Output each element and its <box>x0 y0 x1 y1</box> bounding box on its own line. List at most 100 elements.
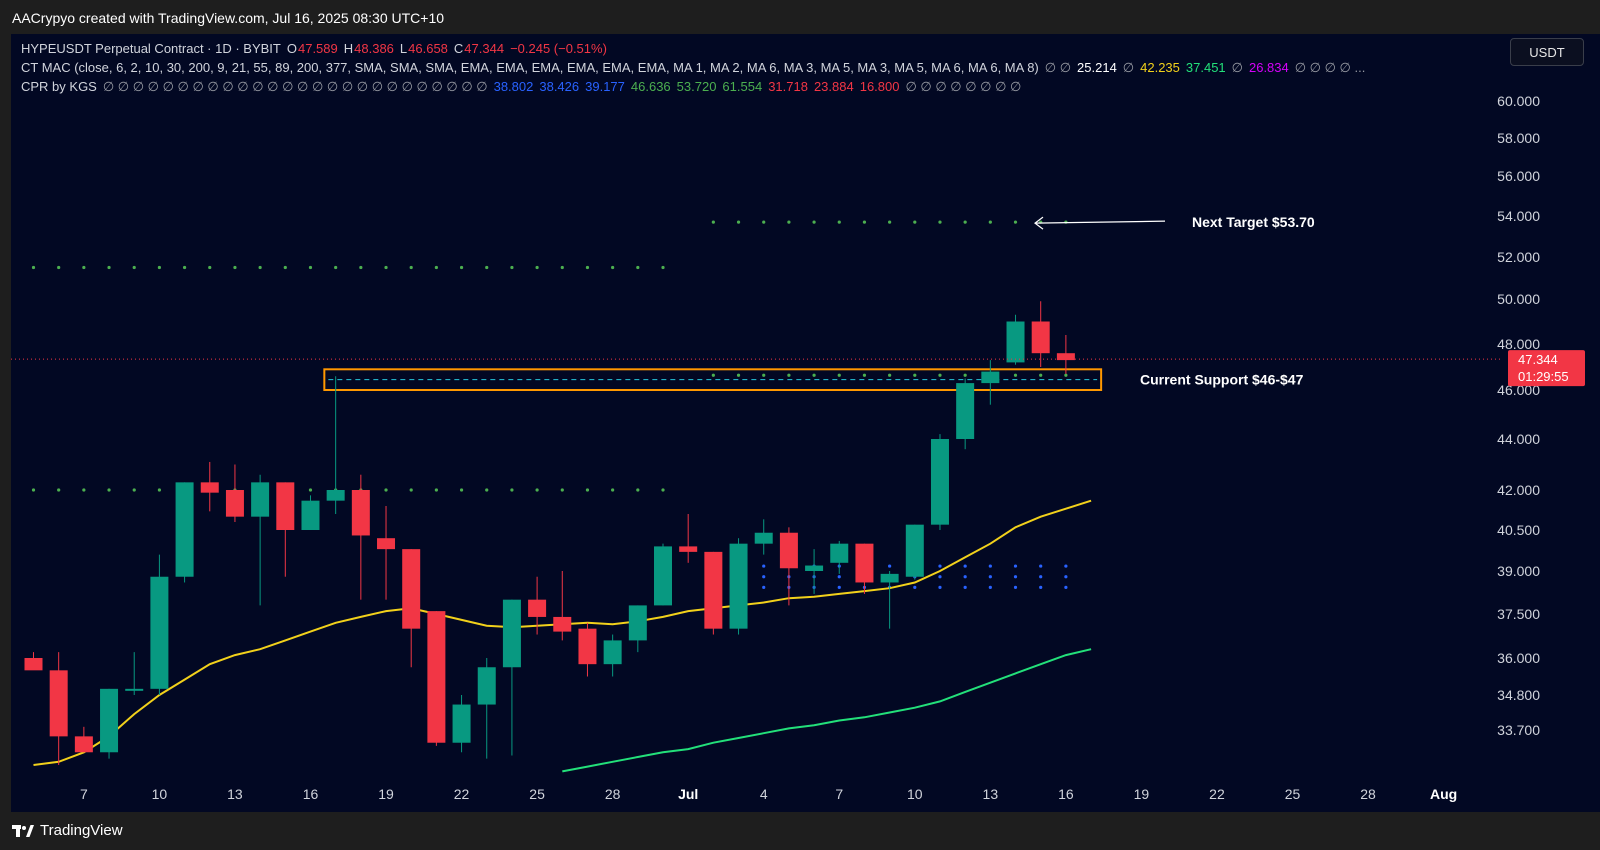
ct-mac-title[interactable]: CT MAC (close, 6, 2, 10, 30, 200, 9, 21,… <box>21 60 1039 75</box>
candle <box>1006 314 1025 365</box>
y-axis[interactable]: 60.000 58.000 56.000 54.000 52.000 50.000 48.0… <box>1497 93 1540 738</box>
x-tick-label: 10 <box>907 786 923 802</box>
candle <box>100 688 119 759</box>
cpr-level-dot <box>938 373 942 377</box>
candle <box>150 554 169 695</box>
candle <box>855 543 874 594</box>
candle-body <box>225 490 244 517</box>
cpr-level-dot <box>82 488 86 492</box>
x-tick-label: 25 <box>1285 786 1301 802</box>
cpr-level-dot <box>711 373 715 377</box>
target-arrow <box>1034 220 1166 224</box>
candle-body <box>301 500 320 530</box>
candle-body <box>276 482 295 530</box>
cpr-level-dot <box>283 265 287 270</box>
candle-body <box>754 532 773 544</box>
candle-body <box>402 549 421 629</box>
candle-body <box>1056 353 1075 361</box>
ma-line-green <box>562 648 1092 773</box>
cpr-level-dot <box>157 488 161 492</box>
x-tick-label: Jul <box>678 786 698 802</box>
candles <box>24 301 1075 765</box>
candle-body <box>1031 321 1050 354</box>
currency-button[interactable]: USDT <box>1510 38 1584 66</box>
candle-body <box>855 543 874 583</box>
cpr-level-dot <box>1013 373 1018 377</box>
cpr-level-dot <box>963 564 967 568</box>
cpr-level-dot <box>107 488 111 492</box>
candle <box>981 360 1000 405</box>
x-tick-label: 19 <box>378 786 394 802</box>
candle <box>930 434 949 530</box>
candle <box>956 378 975 450</box>
legend-line-ct-mac: CT MAC (close, 6, 2, 10, 30, 200, 9, 21,… <box>21 60 1366 75</box>
y-tick-label: 52.000 <box>1497 249 1540 265</box>
y-tick-label: 39.000 <box>1497 563 1540 579</box>
cpr-level-dot <box>988 575 992 579</box>
y-tick-label: 50.000 <box>1497 291 1540 307</box>
cpr-level-dot <box>913 220 917 224</box>
candle <box>754 519 773 555</box>
cpr-level-dot <box>1039 575 1043 579</box>
candle <box>779 527 798 606</box>
cpr-level-dot <box>938 220 942 224</box>
x-tick-label: 22 <box>454 786 470 802</box>
cpr-level-dot <box>107 265 111 270</box>
credit-bar: AACrypyo created with TradingView.com, J… <box>0 0 1600 34</box>
cpr-level-dot <box>182 265 187 270</box>
candle-body <box>200 482 219 493</box>
legend-line-cpr: CPR by KGS ∅ ∅ ∅ ∅ ∅ ∅ ∅ ∅ ∅ ∅ ∅ ∅ ∅ ∅ ∅ … <box>21 79 1022 94</box>
candle <box>301 495 320 530</box>
cpr-level-dot <box>938 564 942 568</box>
candle-body <box>100 688 119 753</box>
cpr-level-dot <box>938 575 942 579</box>
x-tick-label: 16 <box>1058 786 1074 802</box>
candle-body <box>502 599 521 668</box>
cpr-level-dot <box>1013 575 1018 579</box>
cpr-title[interactable]: CPR by KGS <box>21 79 97 94</box>
cpr-level-dot <box>132 265 136 270</box>
cpr-level-dot <box>560 265 564 270</box>
y-tick-label: 36.000 <box>1497 650 1540 666</box>
x-axis[interactable]: 7 10 13 16 19 22 25 28 Jul 4 7 10 13 16 19 22 25 28 Aug <box>80 786 1457 802</box>
candle-body <box>578 628 597 665</box>
cpr-level-dot <box>31 265 36 270</box>
cpr-level-dot <box>837 373 841 377</box>
cpr-level-dot <box>1064 575 1068 579</box>
candle <box>654 543 672 606</box>
cpr-level-dot <box>888 373 892 377</box>
cpr-level-dot <box>636 265 640 270</box>
symbol-title[interactable]: HYPEUSDT Perpetual Contract · 1D · BYBIT <box>21 41 281 56</box>
next-target-label: Next Target $53.70 <box>1192 214 1315 230</box>
cpr-level-dot <box>1013 220 1018 224</box>
candle <box>276 482 295 577</box>
candle-body <box>779 532 798 569</box>
cpr-level-dot <box>459 265 464 270</box>
y-tick-label: 34.800 <box>1497 687 1540 703</box>
chart-area[interactable] <box>11 34 1600 812</box>
target-arrow-head <box>1034 216 1044 230</box>
cpr-level-dot <box>611 488 615 492</box>
close-value: 47.344 <box>464 41 505 56</box>
cpr-level-dot <box>913 585 917 589</box>
x-tick-label: 25 <box>529 786 545 802</box>
candle-body <box>125 688 144 691</box>
tradingview-brand[interactable]: TradingView <box>12 822 123 839</box>
candle-body <box>880 573 899 583</box>
cpr-level-dot <box>711 220 715 224</box>
cpr-level-dot <box>762 220 766 224</box>
y-tick-label: 56.000 <box>1497 168 1540 184</box>
cpr-level-dot <box>661 265 665 270</box>
candle-body <box>528 599 547 617</box>
cpr-level-dot <box>736 220 741 224</box>
brand-name: TradingView <box>40 822 123 839</box>
open-value: 47.589 <box>297 41 338 56</box>
cpr-level-dot <box>334 265 338 270</box>
cpr-level-dot <box>1039 564 1043 568</box>
cpr-level-dot <box>988 220 992 224</box>
x-tick-label: 7 <box>80 786 88 802</box>
x-tick-label: 19 <box>1134 786 1150 802</box>
support-zone-box[interactable] <box>323 368 1103 391</box>
candle <box>351 474 370 600</box>
